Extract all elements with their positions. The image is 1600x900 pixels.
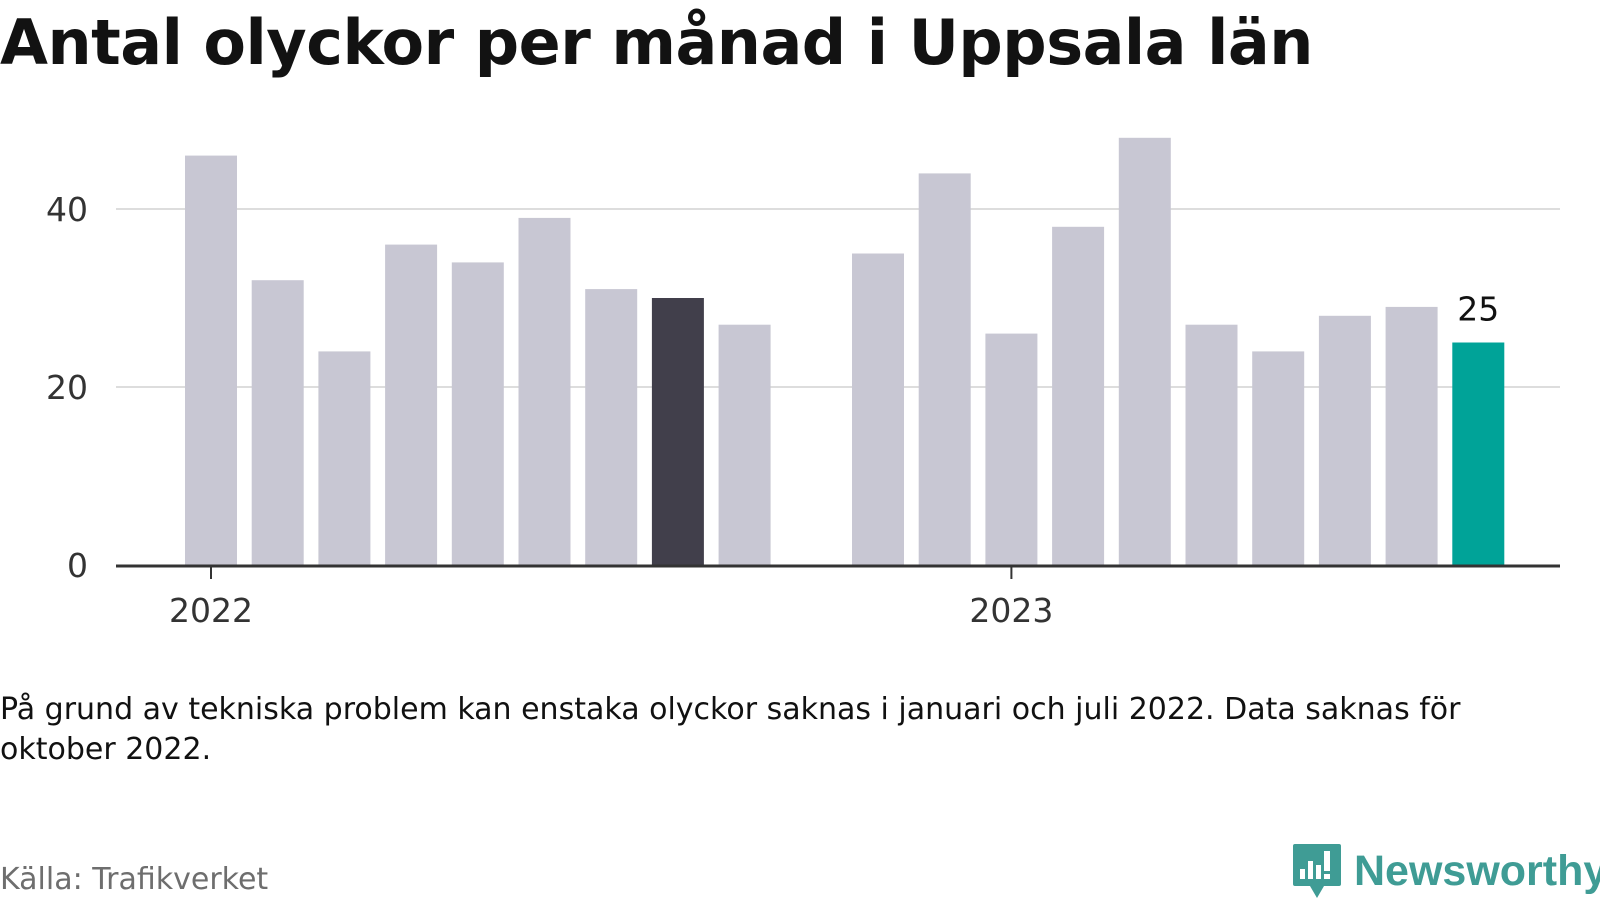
bar-2023-03 [1118, 137, 1171, 566]
bar-2022-08 [651, 298, 704, 565]
y-tick-label: 20 [46, 368, 88, 407]
bar-2023-02 [1052, 226, 1105, 566]
bar-2023-04 [1185, 324, 1238, 565]
bar-2023-05 [1252, 351, 1305, 565]
bar-2022-06 [518, 217, 571, 565]
logo-text: Newsworthy [1354, 846, 1600, 895]
bar-2022-01 [185, 155, 237, 565]
bar-2023-01 [985, 333, 1038, 565]
bar-2023-06 [1318, 315, 1371, 565]
bar-chart-speech-bubble-icon [1293, 844, 1341, 898]
bar-2022-05 [451, 262, 504, 565]
newsworthy-logo: Newsworthy [1292, 842, 1600, 900]
source-credit: Källa: Trafikverket [0, 862, 269, 897]
bar-chart: 0 20 40 2022 2023 25 [46, 137, 1560, 630]
x-tick-label: 2022 [169, 591, 253, 630]
labels: 0 20 40 2022 2023 25 [46, 190, 1499, 630]
bar-2022-04 [385, 244, 438, 565]
bars [185, 137, 1505, 566]
chart-note: På grund av tekniska problem kan enstaka… [0, 692, 1461, 767]
bar-2023-07 [1385, 306, 1438, 565]
value-label: 25 [1457, 290, 1499, 329]
bar-2023-08 [1452, 342, 1505, 565]
bar-2022-03 [318, 351, 371, 565]
bar-2022-02 [251, 280, 304, 565]
bar-2022-07 [585, 289, 638, 565]
chart-title: Antal olyckor per månad i Uppsala län [0, 6, 1313, 79]
x-tick-label: 2023 [969, 591, 1053, 630]
y-tick-label: 40 [46, 190, 88, 229]
bar-2022-12 [918, 173, 971, 565]
axes [116, 564, 1560, 579]
bar-2022-09 [718, 324, 771, 565]
bar-2022-11 [852, 253, 904, 565]
y-tick-label: 0 [67, 546, 88, 585]
